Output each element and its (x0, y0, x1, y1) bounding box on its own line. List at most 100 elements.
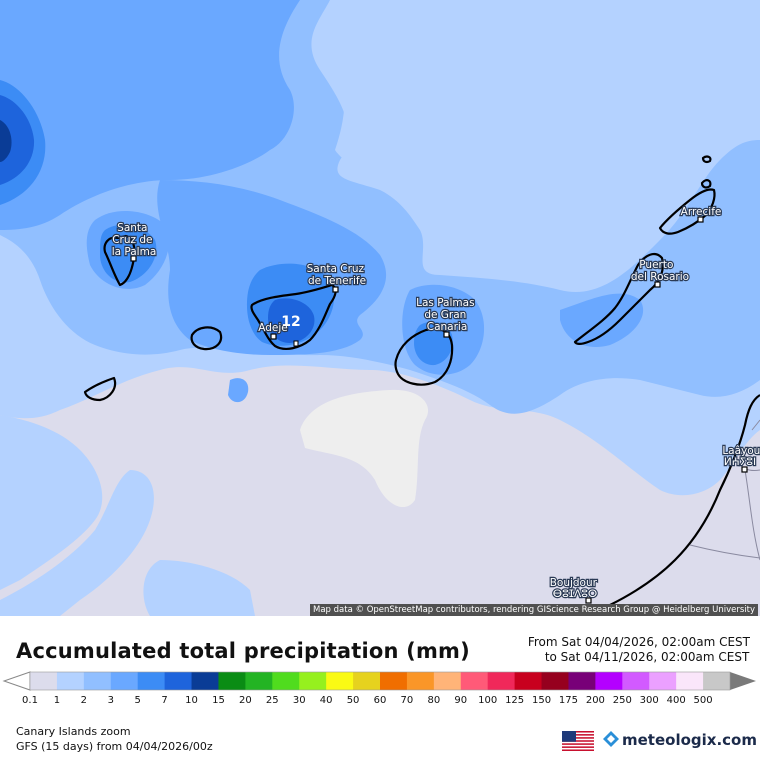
scale-label: 400 (666, 695, 686, 706)
scale-label: 7 (161, 695, 168, 706)
scale-label: 2 (80, 695, 88, 706)
scale-swatch (245, 672, 273, 690)
scale-label: 150 (531, 695, 552, 706)
scale-label: 500 (693, 695, 713, 706)
precip-3mm-blob-1 (228, 378, 249, 403)
scale-swatch (191, 672, 219, 690)
city-label-santa-cruz-tenerife: Santa Cruz de Tenerife (307, 263, 368, 287)
city-label-las-palmas: Las Palmas de Gran Canaria (416, 297, 478, 333)
island-lanzarote (658, 188, 716, 235)
scale-swatch (406, 672, 435, 690)
scale-label: 10 (185, 695, 198, 706)
scale-label: 250 (612, 695, 632, 706)
scale-label: 90 (454, 695, 468, 706)
precip-5mm-lapalma (100, 224, 157, 283)
precipitation-map[interactable]: Santa Cruz de la Palma Santa Cruz de Ten… (0, 0, 760, 616)
scale-label: 20 (239, 695, 252, 706)
scale-swatch (299, 672, 327, 690)
precip-7mm-west (0, 95, 35, 185)
scale-swatch (541, 672, 569, 690)
precip-2mm-east (700, 0, 760, 140)
scale-label: 100 (478, 695, 498, 706)
map-attribution[interactable]: Map data © OpenStreetMap contributors, r… (310, 604, 758, 616)
scale-swatch (703, 672, 731, 690)
scale-swatch (30, 672, 58, 690)
precip-10mm-west (0, 120, 12, 162)
precip-1mm-tongue (0, 415, 103, 590)
island-fuerteventura (573, 252, 664, 345)
precip-2mm-gap (329, 0, 559, 172)
model-label: GFS (15 days) from 04/04/2026/00z (16, 740, 213, 753)
island-el-hierro (83, 376, 117, 402)
scale-label: 5 (134, 695, 141, 706)
island-la-graciosa (700, 179, 712, 189)
scale-label: 3 (107, 695, 114, 706)
scale-swatch (137, 672, 166, 690)
scale-swatch (218, 672, 246, 690)
scale-swatch (83, 672, 112, 690)
city-marker-adeje (270, 333, 277, 340)
precip-5mm-grancanaria (414, 321, 453, 366)
city-label-adeje: Adeje (258, 322, 288, 334)
scale-swatch (433, 672, 462, 690)
scale-label: 300 (639, 695, 659, 706)
island-gran-canaria (394, 327, 454, 386)
scale-swatch (595, 672, 623, 690)
city-marker-las-palmas (443, 331, 450, 338)
scale-label: 200 (585, 695, 605, 706)
meteologix-logo-icon (603, 731, 619, 747)
scale-swatch (676, 672, 704, 690)
city-label-boujdour: Boujdour ⴱⵓⵊⴷⵓⵔ (550, 577, 601, 600)
precip-1mm-lobe-se (143, 560, 255, 616)
scale-swatch (56, 672, 85, 690)
scale-label: 40 (319, 695, 333, 706)
scale-label: 80 (427, 695, 441, 706)
scale-arrow-right (730, 672, 756, 690)
scale-swatch (326, 672, 354, 690)
scale-swatch (649, 672, 677, 690)
scale-swatch (353, 672, 381, 690)
scale-swatch (622, 672, 650, 690)
scale-swatch (380, 672, 408, 690)
road-line-4 (751, 419, 760, 431)
city-marker-laayoune (741, 466, 748, 473)
town-marker-small (293, 340, 299, 347)
island-la-palma (103, 234, 136, 287)
scale-swatch (487, 672, 516, 690)
brand-logo[interactable]: meteologix.com (602, 730, 757, 749)
scale-label: 25 (265, 695, 279, 706)
city-marker-arrecife (697, 216, 704, 223)
max-value-label: 12 (281, 314, 300, 330)
island-lobos (701, 155, 712, 164)
scale-label: 70 (400, 695, 414, 706)
us-flag-icon[interactable] (562, 731, 594, 751)
road-line-2 (689, 544, 760, 559)
scale-border (29, 671, 731, 691)
precip-1mm-lobe-south (0, 470, 154, 616)
city-label-santa-cruz-la-palma: Santa Cruz de la Palma (112, 222, 157, 258)
scale-label: 60 (373, 695, 387, 706)
city-marker-santa-cruz-la-palma (130, 255, 137, 262)
precip-dry-patch (300, 389, 429, 508)
scale-label: 0.1 (22, 695, 38, 706)
scale-swatch (110, 672, 139, 690)
city-label-arrecife: Arrecife (681, 206, 722, 218)
scale-label: 125 (505, 695, 525, 706)
time-range: From Sat 04/04/2026, 02:00am CEST to Sat… (528, 635, 750, 665)
brand-name: meteologix.com (622, 731, 757, 749)
scale-swatch (272, 672, 300, 690)
region-label: Canary Islands zoom (16, 725, 131, 738)
scale-swatch (460, 672, 489, 690)
time-range-to: to Sat 04/11/2026, 02:00am CEST (544, 650, 750, 664)
scale-label: 1 (53, 695, 61, 706)
city-marker-santa-cruz-tenerife (332, 286, 339, 293)
scale-label: 50 (346, 695, 360, 706)
city-label-puerto-del-rosario: Puerto del Rosario (631, 259, 689, 283)
island-la-gomera (190, 326, 223, 351)
precip-3mm-blob-2 (178, 243, 193, 270)
scale-label: 175 (558, 695, 578, 706)
scale-label: 15 (212, 695, 225, 706)
scale-swatch (568, 672, 596, 690)
island-tenerife (250, 283, 337, 350)
road-line-1 (744, 469, 760, 561)
